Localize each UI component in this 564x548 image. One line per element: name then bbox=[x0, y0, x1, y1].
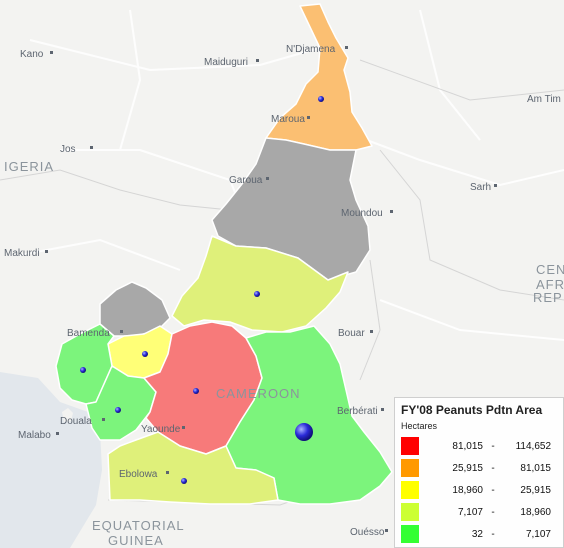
country-label-car-3: REP bbox=[533, 290, 563, 305]
legend-class-row: 32 - 7,107 bbox=[401, 523, 557, 545]
country-label-car-2: AFR bbox=[536, 277, 564, 292]
place-label: Berbérati bbox=[337, 406, 378, 417]
country-label-car-1: CEN bbox=[536, 262, 564, 277]
legend-high-value: 81,015 bbox=[520, 462, 551, 474]
region-marker[interactable] bbox=[193, 388, 199, 394]
legend-swatch bbox=[401, 525, 419, 543]
place-label: Makurdi bbox=[4, 248, 40, 259]
place-label: Maiduguri bbox=[204, 57, 248, 68]
legend-high-value: 7,107 bbox=[525, 528, 551, 540]
place-label: Yaounde bbox=[141, 424, 181, 435]
legend-swatch bbox=[401, 459, 419, 477]
place-label: Garoua bbox=[229, 175, 263, 186]
legend-swatch bbox=[401, 481, 419, 499]
place-label: Kano bbox=[20, 49, 44, 60]
map-legend: FY'08 Peanuts Pdtn Area Hectares 81,015 … bbox=[394, 397, 564, 548]
place-label: Ebolowa bbox=[119, 469, 158, 480]
place-label: Bouar bbox=[338, 328, 365, 339]
legend-swatch bbox=[401, 503, 419, 521]
region-marker[interactable] bbox=[318, 96, 324, 102]
legend-class-row: 25,915 - 81,015 bbox=[401, 457, 557, 479]
legend-low-value: 25,915 bbox=[452, 462, 483, 474]
place-label: Jos bbox=[60, 144, 76, 155]
legend-swatch bbox=[401, 437, 419, 455]
legend-high-value: 18,960 bbox=[520, 506, 551, 518]
region-marker[interactable] bbox=[115, 407, 121, 413]
legend-high-value: 114,652 bbox=[515, 440, 551, 452]
region-marker-large[interactable] bbox=[295, 423, 313, 441]
legend-low-value: 81,015 bbox=[452, 440, 483, 452]
country-label-cameroon: CAMEROON bbox=[216, 386, 301, 401]
ocean bbox=[0, 372, 102, 548]
cameroon-regions[interactable] bbox=[55, 3, 393, 505]
place-label: Sarh bbox=[470, 182, 491, 193]
place-label: Maroua bbox=[271, 114, 305, 125]
country-label-equatorial-guinea-2: GUINEA bbox=[108, 533, 164, 548]
country-label-nigeria: IGERIA bbox=[4, 159, 54, 174]
place-dots bbox=[45, 46, 497, 532]
place-label: Malabo bbox=[18, 430, 51, 441]
region-marker[interactable] bbox=[254, 291, 260, 297]
legend-low-value: 18,960 bbox=[452, 484, 483, 496]
region-marker[interactable] bbox=[181, 478, 187, 484]
place-label: Ouésso bbox=[350, 527, 385, 538]
legend-class-row: 18,960 - 25,915 bbox=[401, 479, 557, 501]
region-marker[interactable] bbox=[80, 367, 86, 373]
legend-low-value: 32 bbox=[471, 528, 483, 540]
region-markers[interactable] bbox=[80, 96, 324, 484]
legend-class-row: 81,015 - 114,652 bbox=[401, 435, 557, 457]
region-south[interactable] bbox=[107, 431, 279, 505]
legend-class-row: 7,107 - 18,960 bbox=[401, 501, 557, 523]
place-label: Am Tim bbox=[527, 94, 561, 105]
region-east[interactable] bbox=[225, 325, 393, 505]
place-label: Douala bbox=[60, 416, 92, 427]
country-label-equatorial-guinea-1: EQUATORIAL bbox=[92, 518, 185, 533]
legend-low-value: 7,107 bbox=[457, 506, 483, 518]
place-label: Bamenda bbox=[67, 328, 110, 339]
legend-subtitle: Hectares bbox=[401, 421, 438, 431]
place-label: N'Djamena bbox=[286, 44, 336, 55]
region-marker[interactable] bbox=[142, 351, 148, 357]
legend-high-value: 25,915 bbox=[520, 484, 551, 496]
place-label: Moundou bbox=[341, 208, 383, 219]
legend-title: FY'08 Peanuts Pdtn Area bbox=[401, 403, 543, 417]
bioko-island bbox=[62, 408, 73, 422]
